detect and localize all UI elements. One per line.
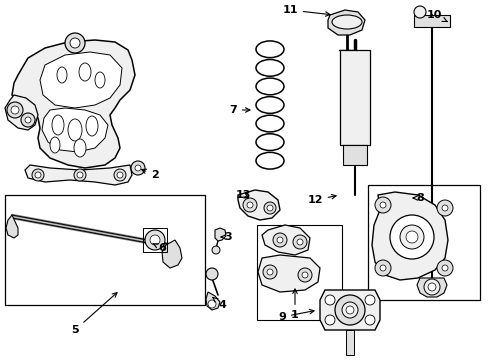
Circle shape [380, 265, 386, 271]
Circle shape [437, 200, 453, 216]
Circle shape [424, 279, 440, 295]
Circle shape [243, 198, 257, 212]
Text: 7: 7 [229, 105, 250, 115]
Polygon shape [320, 290, 380, 330]
Circle shape [25, 117, 31, 123]
Circle shape [335, 295, 365, 325]
Circle shape [65, 33, 85, 53]
Circle shape [77, 172, 83, 178]
Circle shape [390, 215, 434, 259]
Circle shape [365, 315, 375, 325]
Circle shape [150, 235, 160, 245]
Bar [368, 185, 480, 300]
Circle shape [74, 169, 86, 181]
Ellipse shape [79, 63, 91, 81]
Circle shape [380, 202, 386, 208]
Bar [340, 50, 370, 145]
Text: 4: 4 [213, 297, 226, 310]
Polygon shape [238, 190, 280, 220]
Text: 9: 9 [278, 310, 314, 322]
Circle shape [145, 230, 165, 250]
Text: 12: 12 [307, 194, 336, 205]
Bar [414, 15, 450, 27]
Text: 11: 11 [282, 5, 330, 16]
Text: 8: 8 [413, 193, 424, 203]
Circle shape [375, 260, 391, 276]
Polygon shape [215, 228, 226, 241]
Ellipse shape [57, 67, 67, 83]
Circle shape [414, 6, 426, 18]
Circle shape [263, 265, 277, 279]
Circle shape [206, 268, 218, 280]
Circle shape [267, 269, 273, 275]
Ellipse shape [74, 139, 86, 157]
Text: 6: 6 [153, 243, 166, 253]
Text: 3: 3 [221, 232, 232, 242]
Circle shape [273, 233, 287, 247]
Circle shape [342, 302, 358, 318]
Text: 10: 10 [426, 10, 447, 22]
Circle shape [7, 102, 23, 118]
Circle shape [135, 165, 141, 171]
Polygon shape [162, 240, 182, 268]
Ellipse shape [50, 137, 60, 153]
Polygon shape [328, 10, 365, 35]
Polygon shape [42, 108, 108, 152]
Circle shape [131, 161, 145, 175]
Circle shape [428, 283, 436, 291]
Ellipse shape [332, 15, 362, 29]
Polygon shape [206, 292, 220, 310]
Circle shape [212, 246, 220, 254]
Circle shape [247, 202, 253, 208]
Circle shape [208, 300, 216, 308]
Circle shape [325, 315, 335, 325]
Circle shape [114, 169, 126, 181]
Circle shape [400, 225, 424, 249]
Polygon shape [417, 278, 447, 297]
Circle shape [442, 265, 448, 271]
Circle shape [297, 239, 303, 245]
Polygon shape [40, 52, 122, 108]
Polygon shape [5, 95, 38, 130]
Text: 13: 13 [235, 190, 251, 200]
Bar [343, 145, 367, 165]
Circle shape [32, 169, 44, 181]
Ellipse shape [95, 72, 105, 88]
Polygon shape [12, 40, 135, 168]
Polygon shape [25, 165, 132, 185]
Circle shape [346, 306, 354, 314]
Circle shape [70, 38, 80, 48]
Circle shape [117, 172, 123, 178]
Circle shape [35, 172, 41, 178]
Circle shape [437, 260, 453, 276]
Circle shape [298, 268, 312, 282]
Circle shape [11, 106, 19, 114]
Ellipse shape [52, 115, 64, 135]
Bar [5, 195, 205, 305]
Circle shape [375, 197, 391, 213]
Circle shape [267, 205, 273, 211]
Circle shape [293, 235, 307, 249]
Ellipse shape [68, 119, 82, 141]
Text: 2: 2 [142, 169, 159, 180]
Ellipse shape [86, 116, 98, 136]
Bar [346, 330, 354, 355]
Text: 1: 1 [291, 289, 299, 320]
Polygon shape [6, 215, 18, 238]
Polygon shape [262, 225, 310, 255]
Bar [257, 225, 342, 320]
Polygon shape [372, 192, 448, 280]
Text: 5: 5 [71, 293, 117, 335]
Polygon shape [258, 255, 320, 292]
Circle shape [21, 113, 35, 127]
Circle shape [277, 237, 283, 243]
Circle shape [325, 295, 335, 305]
Circle shape [442, 205, 448, 211]
Circle shape [264, 202, 276, 214]
Bar [143, 228, 167, 252]
Circle shape [406, 231, 418, 243]
Circle shape [302, 272, 308, 278]
Circle shape [365, 295, 375, 305]
